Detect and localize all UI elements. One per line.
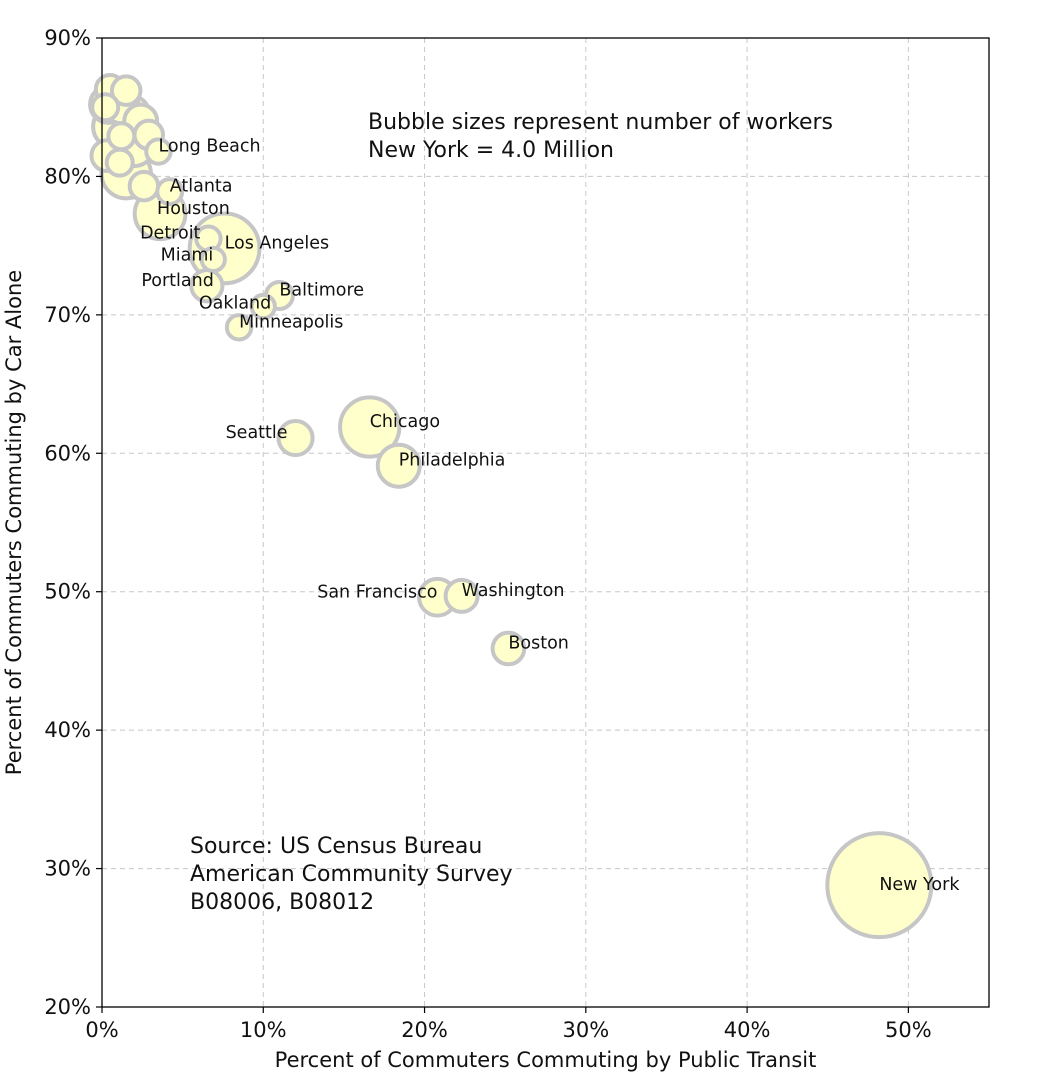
bubble-boston [490,630,527,667]
point-label: Washington [462,581,565,601]
point-label: Los Angeles [225,233,330,253]
x-tick-label: 30% [562,1018,609,1042]
point-label: Minneapolis [239,312,343,332]
x-tick-label: 40% [724,1018,771,1042]
bubble-washington [443,577,480,614]
annotation-line: Source: US Census Bureau [190,834,482,859]
point-label: Atlanta [170,177,233,197]
x-tick-label: 50% [885,1018,932,1042]
bubble-chicago [338,395,402,459]
x-tick-label: 0% [85,1018,118,1042]
y-tick-label: 30% [44,857,91,881]
point-label: Long Beach [158,137,260,157]
point-label: Chicago [370,412,440,432]
point-label: Detroit [140,224,200,244]
x-tick-label: 20% [401,1018,448,1042]
bubble [104,147,135,178]
annotation-line: B08006, B08012 [190,890,374,915]
point-labels: New York Boston Washington San Francisco Phi… [140,137,960,896]
y-tick-label: 80% [44,164,91,188]
annotation-line: New York = 4.0 Million [368,138,614,163]
point-label: Philadelphia [399,451,506,471]
y-tick-label: 40% [44,718,91,742]
point-label: Miami [161,245,214,265]
y-tick-label: 90% [44,26,91,50]
point-label: Portland [141,271,213,291]
bubble-miami [199,245,227,274]
point-label: New York [879,875,960,895]
x-tick-label: 10% [240,1018,287,1042]
bubble [109,74,143,107]
plot-frame [101,37,990,1008]
bubble-seattle [276,419,315,458]
y-tick-label: 60% [44,441,91,465]
annotations: Bubble sizes represent number of workers… [190,110,833,915]
y-tick-label: 50% [44,580,91,604]
point-label: Oakland [199,294,271,314]
annotation-line: Bubble sizes represent number of workers [368,110,833,135]
annotation-line: American Community Survey [190,862,513,887]
axis-ticks: 0% 10% 20% 30% 40% 50% 20% 30% 40% 50% 60% 70% 80% 90… [44,26,931,1042]
y-axis-label: Percent of Commuters Commuting by Car Al… [2,270,26,775]
bubble [127,169,161,203]
bubble-atlanta [155,177,185,207]
y-tick-label: 20% [44,995,91,1019]
point-label: Boston [508,633,569,653]
bubble [106,121,137,152]
y-tick-label: 70% [44,303,91,327]
bubble-long-beach [144,137,173,166]
point-label: Houston [157,199,230,219]
bubble-philadelphia [375,442,422,489]
bubble-new-york [825,831,934,940]
point-label: San Francisco [317,582,437,602]
bubbles [88,72,934,940]
x-axis-label: Percent of Commuters Commuting by Public… [275,1048,817,1072]
point-label: Baltimore [279,280,364,300]
bubble-oakland [249,292,277,321]
bubble [90,92,121,123]
bubble-minneapolis [224,313,254,342]
point-label: Seattle [226,423,288,443]
